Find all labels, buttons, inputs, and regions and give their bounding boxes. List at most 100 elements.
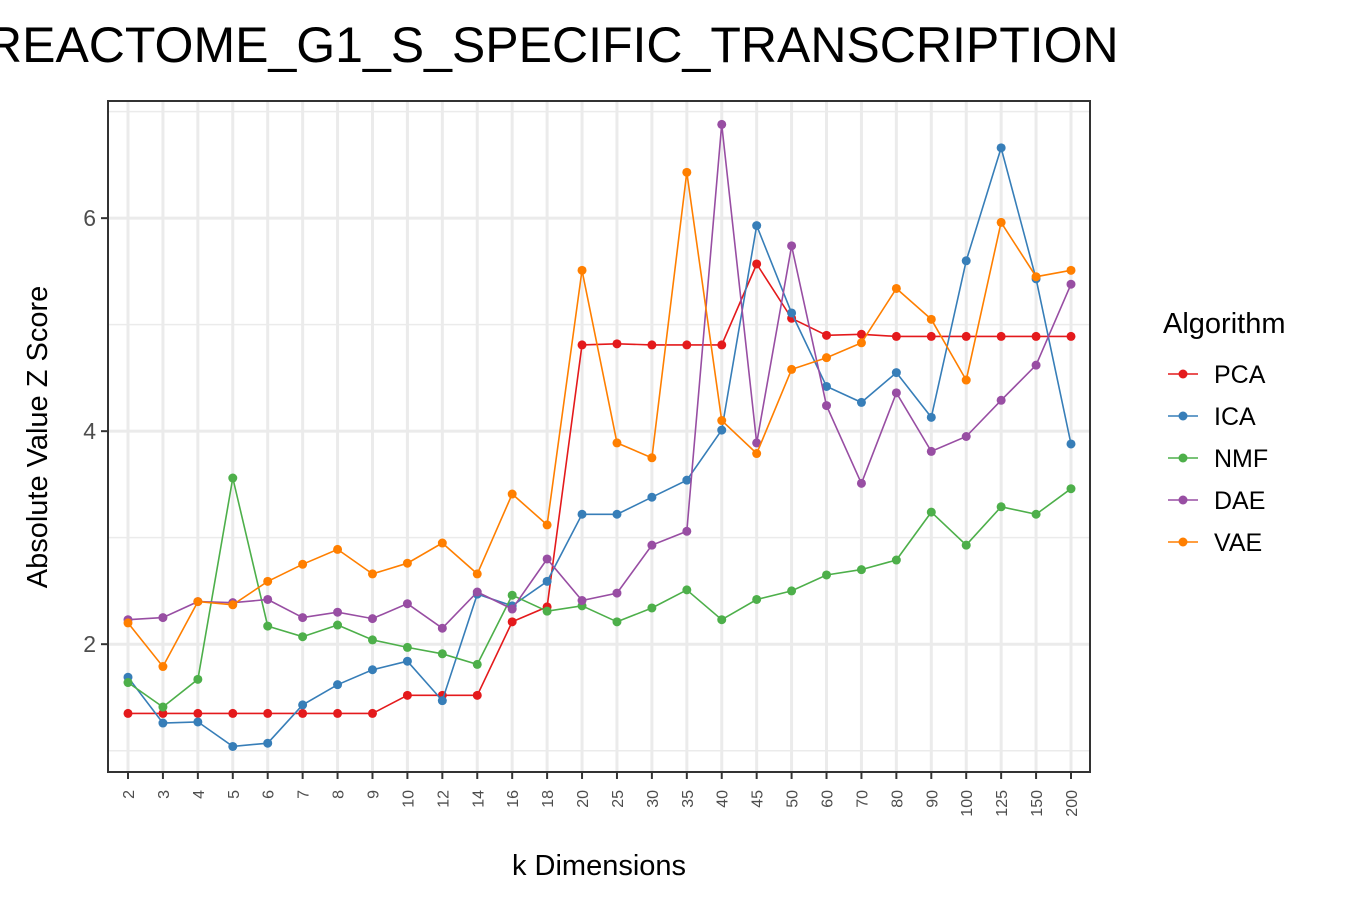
data-point-ica bbox=[717, 425, 727, 435]
data-point-nmf bbox=[402, 642, 412, 652]
data-point-ica bbox=[926, 412, 936, 422]
x-tick-label: 18 bbox=[540, 790, 557, 808]
data-point-pca bbox=[961, 331, 971, 341]
major-gridlines bbox=[108, 101, 1090, 772]
data-point-nmf bbox=[333, 620, 343, 630]
data-point-nmf bbox=[437, 649, 447, 659]
data-point-nmf bbox=[123, 678, 133, 688]
legend-label: VAE bbox=[1214, 529, 1262, 557]
data-point-vae bbox=[228, 600, 238, 610]
x-tick-label: 16 bbox=[505, 790, 522, 808]
data-point-pca bbox=[507, 617, 517, 627]
x-tick-label: 2 bbox=[121, 790, 138, 799]
data-point-dae bbox=[1031, 360, 1041, 370]
data-point-ica bbox=[822, 381, 832, 391]
x-tick-label: 9 bbox=[365, 790, 382, 799]
data-point-dae bbox=[472, 587, 482, 597]
data-point-nmf bbox=[891, 555, 901, 565]
x-tick-label: 45 bbox=[750, 790, 767, 808]
legend-label: DAE bbox=[1214, 487, 1265, 515]
data-point-pca bbox=[926, 331, 936, 341]
data-point-vae bbox=[787, 364, 797, 374]
data-point-vae bbox=[158, 662, 168, 672]
data-point-nmf bbox=[996, 502, 1006, 512]
data-point-vae bbox=[1031, 272, 1041, 282]
minor-gridlines bbox=[108, 110, 1090, 752]
data-point-nmf bbox=[647, 603, 657, 613]
data-point-dae bbox=[787, 241, 797, 251]
data-point-ica bbox=[787, 308, 797, 318]
legend-label: ICA bbox=[1214, 403, 1256, 431]
data-point-pca bbox=[263, 708, 273, 718]
data-point-dae bbox=[402, 599, 412, 609]
data-point-ica bbox=[577, 509, 587, 519]
data-point-dae bbox=[298, 613, 308, 623]
data-point-dae bbox=[682, 526, 692, 536]
data-point-nmf bbox=[263, 621, 273, 631]
data-point-vae bbox=[752, 449, 762, 459]
data-point-pca bbox=[472, 690, 482, 700]
data-point-nmf bbox=[856, 565, 866, 575]
data-point-vae bbox=[612, 438, 622, 448]
data-point-dae bbox=[437, 623, 447, 633]
data-point-nmf bbox=[193, 674, 203, 684]
data-point-pca bbox=[333, 708, 343, 718]
x-tick-label: 125 bbox=[994, 790, 1011, 817]
legend-key-point bbox=[1178, 411, 1188, 421]
data-point-pca bbox=[856, 329, 866, 339]
x-tick-label: 100 bbox=[959, 790, 976, 817]
data-point-dae bbox=[158, 613, 168, 623]
data-point-pca bbox=[822, 330, 832, 340]
data-point-vae bbox=[822, 353, 832, 363]
data-point-nmf bbox=[367, 635, 377, 645]
x-tick-label: 25 bbox=[610, 790, 627, 808]
legend-key-point bbox=[1178, 537, 1188, 547]
data-point-vae bbox=[856, 338, 866, 348]
series-line-ica bbox=[127, 145, 1072, 748]
data-point-pca bbox=[717, 340, 727, 350]
data-point-vae bbox=[717, 416, 727, 426]
data-point-vae bbox=[996, 217, 1006, 227]
y-tick-label: 4 bbox=[83, 418, 96, 444]
data-point-dae bbox=[507, 604, 517, 614]
series-layer bbox=[123, 119, 1076, 751]
x-tick-label: 8 bbox=[331, 790, 348, 799]
data-point-vae bbox=[682, 167, 692, 177]
data-point-pca bbox=[996, 331, 1006, 341]
data-point-vae bbox=[298, 559, 308, 569]
data-point-dae bbox=[367, 614, 377, 624]
data-point-vae bbox=[891, 283, 901, 293]
data-point-dae bbox=[717, 119, 727, 129]
x-tick-label: 4 bbox=[191, 790, 208, 799]
data-point-vae bbox=[333, 544, 343, 554]
x-tick-label: 60 bbox=[820, 790, 837, 808]
data-point-vae bbox=[507, 489, 517, 499]
data-point-vae bbox=[1066, 265, 1076, 275]
data-point-nmf bbox=[158, 702, 168, 712]
data-point-dae bbox=[1066, 279, 1076, 289]
series-line-nmf bbox=[127, 477, 1072, 708]
data-point-nmf bbox=[961, 540, 971, 550]
data-point-vae bbox=[437, 538, 447, 548]
data-point-ica bbox=[228, 741, 238, 751]
data-point-dae bbox=[996, 395, 1006, 405]
plot-panel-border bbox=[107, 100, 1091, 773]
data-point-pca bbox=[228, 708, 238, 718]
data-point-pca bbox=[158, 708, 168, 718]
data-point-pca bbox=[612, 339, 622, 349]
data-point-nmf bbox=[1031, 509, 1041, 519]
x-tick-label: 30 bbox=[645, 790, 662, 808]
data-point-ica bbox=[542, 576, 552, 586]
legend-key-point bbox=[1178, 495, 1188, 505]
x-tick-label: 20 bbox=[575, 790, 592, 808]
data-point-vae bbox=[961, 375, 971, 385]
data-point-ica bbox=[263, 738, 273, 748]
data-point-nmf bbox=[228, 473, 238, 483]
y-tick-label: 6 bbox=[83, 205, 96, 231]
data-point-pca bbox=[298, 708, 308, 718]
data-point-nmf bbox=[542, 606, 552, 616]
data-point-ica bbox=[1066, 439, 1076, 449]
data-point-ica bbox=[158, 718, 168, 728]
data-point-ica bbox=[752, 221, 762, 231]
